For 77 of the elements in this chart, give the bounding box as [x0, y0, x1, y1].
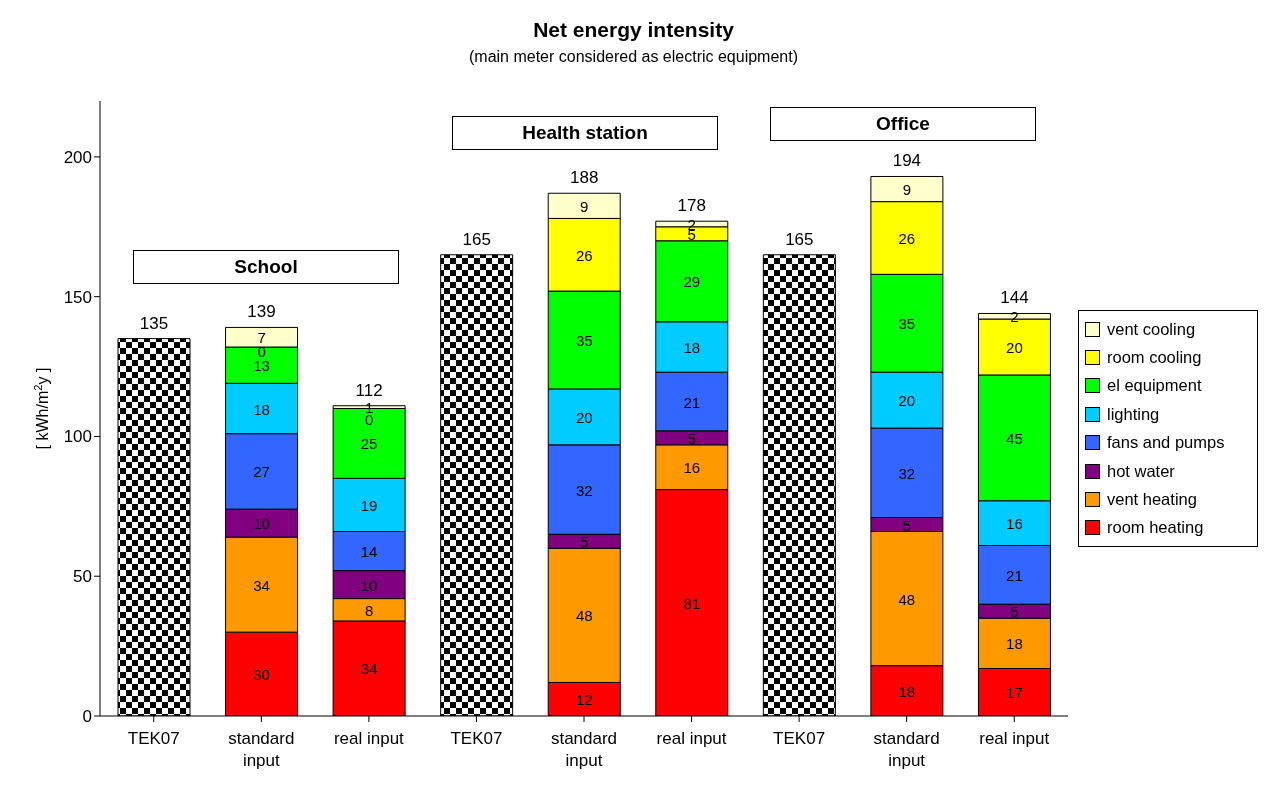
data-label: 8: [364, 601, 374, 619]
x-tick-label: TEK07: [773, 729, 826, 748]
legend-label: vent heating: [1106, 489, 1198, 511]
data-label: 35: [898, 315, 916, 333]
total-label: 112: [355, 380, 383, 400]
legend-label: room cooling: [1106, 347, 1203, 369]
data-label: 19: [360, 496, 378, 514]
data-label: 32: [575, 481, 593, 499]
x-tick-label: standard input: [550, 729, 618, 770]
legend-label: room heating: [1106, 517, 1205, 539]
chart-title: Net energy intensity: [532, 18, 735, 42]
x-tick-label: real input: [979, 729, 1050, 748]
total-label: 144: [1000, 288, 1029, 308]
chart-subtitle: (main meter considered as electric equipment): [468, 48, 799, 66]
data-label: 30: [253, 666, 270, 684]
data-label: 12: [575, 691, 593, 709]
data-label: 34: [360, 660, 378, 678]
legend-label: vent cooling: [1106, 318, 1197, 340]
legend-label: el equipment: [1106, 375, 1203, 397]
total-label: 188: [570, 168, 599, 188]
total-label: 194: [892, 151, 922, 171]
total-label: 165: [785, 229, 814, 249]
x-tick-label: standard input: [228, 729, 295, 770]
y-tick-label: 150: [63, 287, 92, 307]
data-label: 14: [360, 543, 378, 561]
data-label: 13: [253, 357, 270, 375]
y-tick-label: 50: [73, 567, 92, 587]
y-tick-label: 100: [63, 427, 92, 447]
data-label: 9: [902, 181, 912, 199]
data-label: 27: [253, 463, 270, 481]
data-label: 5: [580, 533, 589, 551]
x-tick-label: real input: [656, 729, 727, 748]
data-label: 81: [683, 594, 701, 612]
data-label: 18: [253, 400, 270, 418]
data-label: 18: [898, 682, 916, 700]
data-label: 35: [575, 332, 593, 350]
total-label: 165: [462, 229, 491, 249]
x-tick-label: standard input: [873, 729, 940, 770]
group-label-box: School: [133, 250, 399, 284]
data-label: 48: [898, 590, 916, 608]
data-label: 21: [683, 393, 701, 411]
data-label: 29: [683, 273, 701, 291]
x-tick-label: real input: [333, 729, 405, 748]
data-label: 5: [902, 516, 912, 534]
x-tick-label: TEK07: [450, 729, 503, 748]
legend-label: lighting: [1106, 403, 1161, 425]
data-label: 34: [253, 576, 270, 594]
data-label: 32: [898, 464, 916, 482]
data-label: 16: [683, 459, 701, 477]
legend-label: fans and pumps: [1106, 432, 1226, 454]
data-label: 5: [1010, 603, 1019, 621]
data-label: 25: [360, 435, 378, 453]
data-label: 17: [1006, 684, 1023, 702]
total-label: 139: [247, 302, 276, 322]
group-label-box: Office: [770, 107, 1036, 141]
data-label: 18: [1006, 635, 1023, 653]
data-label: 21: [1006, 566, 1023, 584]
total-label: 135: [139, 313, 169, 333]
data-label: 45: [1006, 429, 1023, 447]
data-label: 18: [683, 339, 701, 356]
data-label: 26: [575, 246, 593, 264]
data-label: 48: [575, 607, 593, 625]
data-label: 9: [580, 197, 589, 215]
data-label: 10: [253, 515, 270, 533]
x-tick-label: TEK07: [127, 729, 180, 748]
total-label: 178: [677, 196, 706, 216]
data-label: 20: [898, 392, 916, 410]
y-tick-label: 200: [63, 147, 92, 167]
data-label: 26: [898, 229, 916, 247]
data-label: 16: [1006, 515, 1023, 533]
data-label: 10: [360, 576, 378, 594]
data-label: 20: [1006, 339, 1023, 356]
legend-label: hot water: [1106, 460, 1176, 482]
group-label-box: Health station: [452, 116, 718, 150]
data-label: 20: [575, 408, 593, 426]
y-tick-label: 0: [82, 707, 92, 727]
data-label: 5: [687, 429, 696, 447]
